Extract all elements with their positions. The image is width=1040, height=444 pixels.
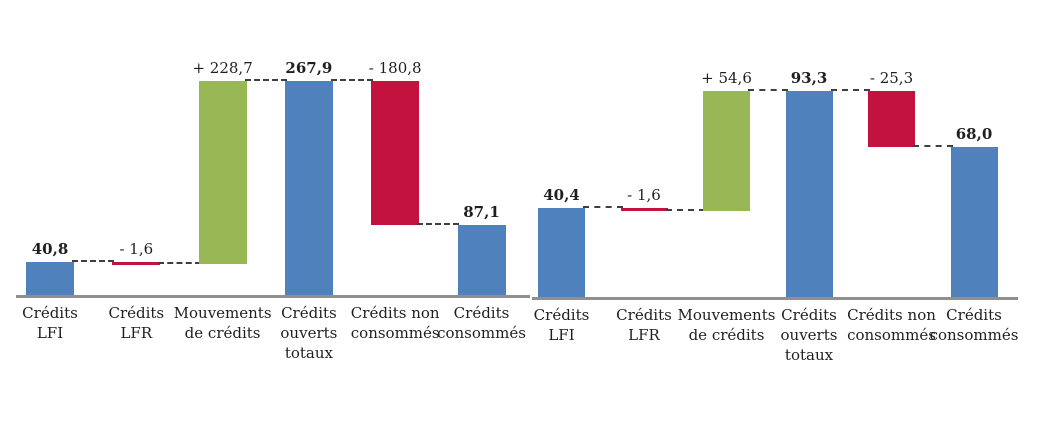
connector-dash <box>330 79 374 81</box>
waterfall-bar <box>868 91 915 147</box>
x-axis-line <box>16 295 530 298</box>
category-label: Crédits LFI <box>533 306 590 344</box>
connector-dash <box>72 260 115 263</box>
category-label: Crédits ouverts totaux <box>780 306 838 364</box>
category-label: Crédits non consommés <box>847 306 936 344</box>
bar-value-label: 40,8 <box>31 240 69 259</box>
waterfall-bar <box>458 225 506 295</box>
bar-value-label: 87,1 <box>463 203 500 222</box>
connector-dash <box>583 205 623 208</box>
connector-dash <box>244 79 287 81</box>
waterfall-bar <box>951 147 998 297</box>
category-label: Crédits consommés <box>437 304 526 342</box>
category-label: Crédits LFI <box>22 304 78 342</box>
connector-dash <box>417 223 460 226</box>
waterfall-bar <box>538 207 585 297</box>
bar-value-label: 93,3 <box>790 69 828 88</box>
category-label: Crédits ouverts totaux <box>280 304 338 362</box>
bar-value-label: 267,9 <box>285 59 333 77</box>
bar-value-label: 40,4 <box>543 185 580 204</box>
waterfall-chart-left: 40,8 Crédits LFI - 1,6 Crédits LFR + 228,7 Mo… <box>16 59 530 362</box>
bar-value-label: - 1,6 <box>627 185 661 204</box>
waterfall-bar <box>703 91 750 212</box>
bar-value-label: 68,0 <box>955 125 993 143</box>
category-label: Mouvements de crédits <box>173 304 272 342</box>
connector-dash <box>830 89 870 92</box>
category-label: Crédits consommés <box>929 306 1019 344</box>
category-label: Crédits non consommés <box>350 304 440 342</box>
connector-dash <box>913 145 953 147</box>
waterfall-bar <box>371 81 419 226</box>
category-label: Crédits LFR <box>108 304 165 342</box>
waterfall-bar <box>199 81 247 264</box>
connector-dash <box>748 89 788 91</box>
waterfall-bar <box>285 81 333 295</box>
bar-value-label: - 180,8 <box>368 59 422 77</box>
category-label: Mouvements de crédits <box>677 306 776 344</box>
waterfall-bar <box>112 262 160 266</box>
bar-value-label: - 25,3 <box>869 69 914 88</box>
bar-value-label: + 228,7 <box>192 59 253 77</box>
bar-value-label: - 1,6 <box>119 240 154 259</box>
category-label: Crédits LFR <box>616 306 672 344</box>
connector-dash <box>158 261 201 264</box>
waterfall-bar <box>786 91 833 297</box>
bar-value-label: + 54,6 <box>701 69 752 87</box>
x-axis-line <box>532 297 1018 300</box>
waterfall-bar <box>621 207 668 212</box>
waterfall-chart-right: 40,4 Crédits LFI - 1,6 Crédits LFR + 54,6 Mou… <box>520 0 1040 444</box>
waterfall-bar <box>26 262 74 295</box>
connector-dash <box>665 209 705 212</box>
